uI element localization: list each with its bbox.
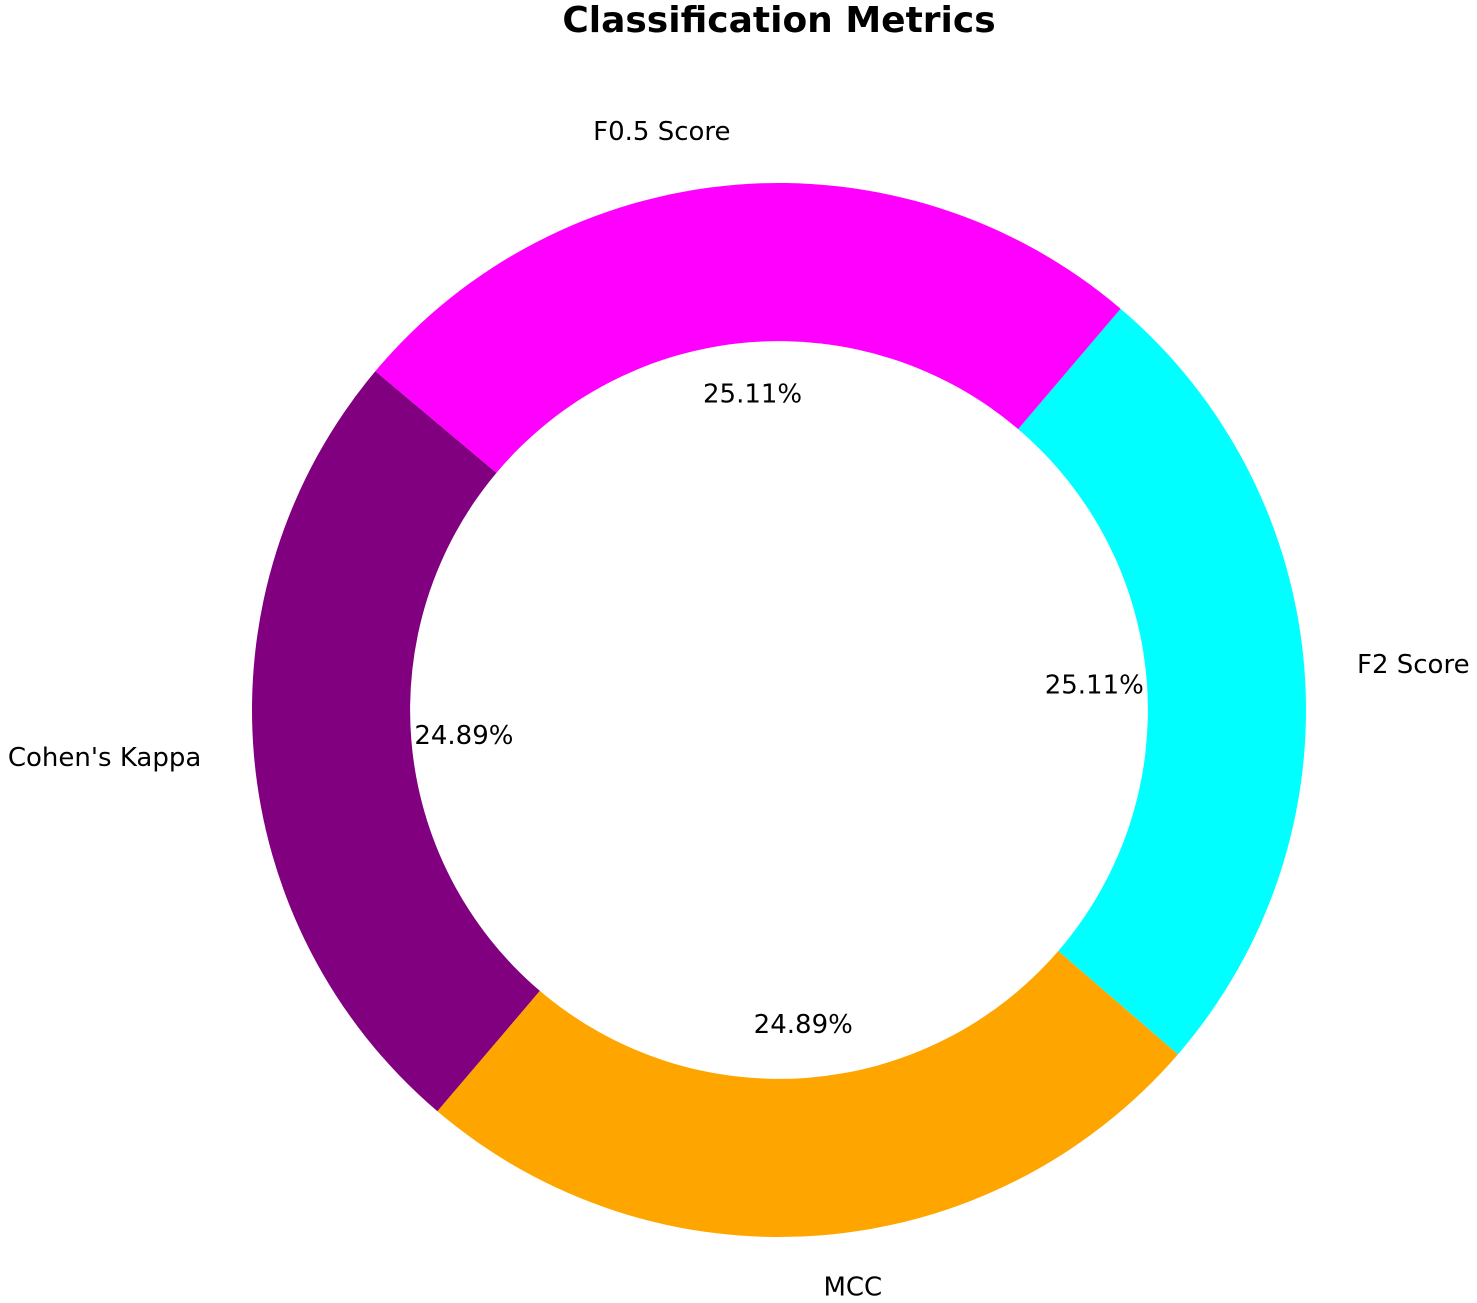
donut-wedge <box>1018 308 1306 1055</box>
donut-wedge <box>251 371 540 1112</box>
value-label: 24.89% <box>414 721 513 751</box>
value-label: 25.11% <box>703 379 802 409</box>
value-label: 25.11% <box>1045 670 1144 700</box>
category-label: Cohen's Kappa <box>8 743 201 773</box>
chart-title: Classification Metrics <box>562 0 995 41</box>
category-label: F2 Score <box>1357 650 1470 680</box>
category-label: F0.5 Score <box>593 117 730 147</box>
value-label: 24.89% <box>754 1010 853 1040</box>
category-label: MCC <box>823 1272 882 1302</box>
donut-wedge <box>437 951 1178 1238</box>
donut-wedge <box>375 182 1121 473</box>
